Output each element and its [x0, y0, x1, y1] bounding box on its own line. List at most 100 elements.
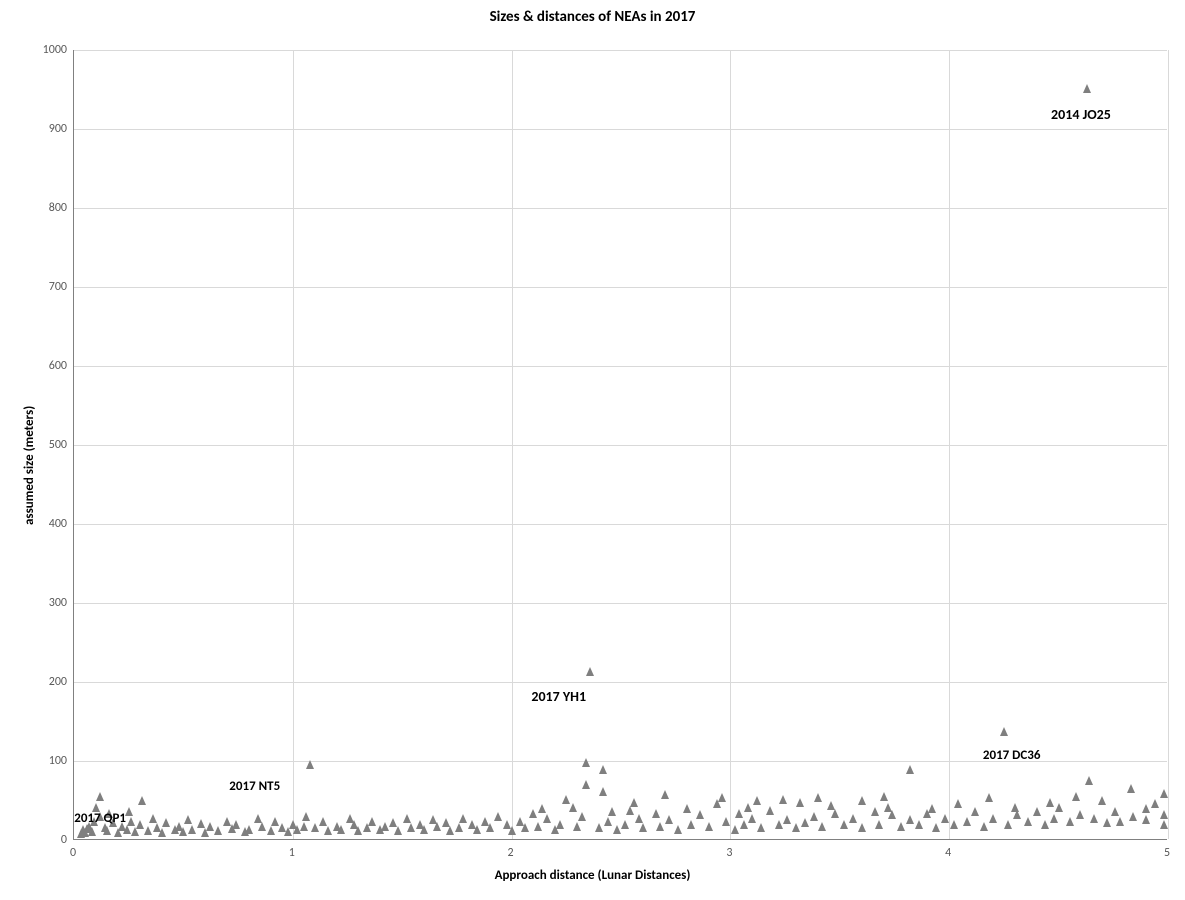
data-marker [455, 823, 463, 832]
data-marker [705, 822, 713, 831]
data-marker [696, 810, 704, 819]
data-marker [1083, 84, 1091, 93]
data-marker [494, 812, 502, 821]
data-marker [468, 820, 476, 829]
data-marker [223, 817, 231, 826]
data-marker [735, 809, 743, 818]
gridline-horizontal [74, 603, 1167, 604]
data-marker [446, 826, 454, 835]
chart-title: Sizes & distances of NEAs in 2017 [0, 8, 1185, 26]
data-marker [153, 823, 161, 832]
y-tick-label: 200 [35, 675, 67, 689]
y-tick-label: 600 [35, 359, 67, 373]
gridline-horizontal [74, 50, 1167, 51]
data-marker [324, 826, 332, 835]
x-tick-label: 4 [945, 846, 951, 860]
data-marker [1127, 784, 1135, 793]
x-tick-label: 0 [70, 846, 76, 860]
data-marker [267, 826, 275, 835]
data-marker [928, 804, 936, 813]
data-marker [138, 796, 146, 805]
data-marker [538, 804, 546, 813]
data-marker [394, 826, 402, 835]
data-marker [639, 823, 647, 832]
data-marker [319, 817, 327, 826]
data-marker [814, 793, 822, 802]
data-marker [407, 823, 415, 832]
data-marker [766, 806, 774, 815]
data-marker [306, 760, 314, 769]
data-marker [1013, 810, 1021, 819]
data-marker [963, 817, 971, 826]
y-tick-label: 400 [35, 517, 67, 531]
data-marker [162, 818, 170, 827]
data-marker [989, 814, 997, 823]
data-marker [582, 780, 590, 789]
data-marker [1160, 789, 1168, 798]
data-marker [858, 796, 866, 805]
data-marker [674, 825, 682, 834]
data-marker [980, 822, 988, 831]
data-marker [613, 825, 621, 834]
gridline-horizontal [74, 129, 1167, 130]
gridline-horizontal [74, 287, 1167, 288]
data-marker [1142, 804, 1150, 813]
y-tick-label: 900 [35, 122, 67, 136]
data-marker [1116, 817, 1124, 826]
data-marker [757, 823, 765, 832]
data-marker [652, 809, 660, 818]
data-marker [543, 814, 551, 823]
data-marker [1160, 820, 1168, 829]
data-marker [884, 803, 892, 812]
data-marker [333, 822, 341, 831]
data-marker [1160, 810, 1168, 819]
data-marker [941, 814, 949, 823]
data-marker [932, 823, 940, 832]
data-marker [950, 820, 958, 829]
data-marker [149, 814, 157, 823]
data-marker [810, 812, 818, 821]
data-marker [241, 827, 249, 836]
y-tick-label: 700 [35, 280, 67, 294]
data-marker [818, 822, 826, 831]
data-marker [516, 817, 524, 826]
data-marker [897, 822, 905, 831]
data-marker [656, 822, 664, 831]
data-annotation: 2014 JO25 [1051, 106, 1111, 123]
data-marker [254, 814, 262, 823]
data-marker [271, 817, 279, 826]
data-marker [604, 817, 612, 826]
data-marker [985, 793, 993, 802]
data-marker [1076, 810, 1084, 819]
data-marker [144, 826, 152, 835]
data-marker [1000, 727, 1008, 736]
data-marker [562, 795, 570, 804]
data-marker [621, 820, 629, 829]
x-tick-label: 5 [1164, 846, 1170, 860]
data-marker [718, 793, 726, 802]
data-marker [171, 825, 179, 834]
gridline-horizontal [74, 445, 1167, 446]
data-marker [416, 820, 424, 829]
data-marker [665, 815, 673, 824]
gridline-horizontal [74, 524, 1167, 525]
data-marker [302, 812, 310, 821]
data-marker [201, 828, 209, 837]
data-marker [871, 807, 879, 816]
data-marker [775, 820, 783, 829]
data-marker [503, 820, 511, 829]
data-marker [1085, 776, 1093, 785]
data-marker [792, 823, 800, 832]
data-marker [915, 820, 923, 829]
data-marker [1142, 815, 1150, 824]
x-tick-label: 2 [508, 846, 514, 860]
data-marker [748, 814, 756, 823]
data-marker [1103, 818, 1111, 827]
data-marker [827, 801, 835, 810]
data-marker [626, 806, 634, 815]
data-annotation: 2017 NT5 [229, 779, 280, 794]
data-annotation: 2017 DC36 [983, 748, 1041, 763]
data-marker [363, 823, 371, 832]
y-tick-label: 300 [35, 596, 67, 610]
data-annotation: 2017 YH1 [531, 688, 586, 705]
